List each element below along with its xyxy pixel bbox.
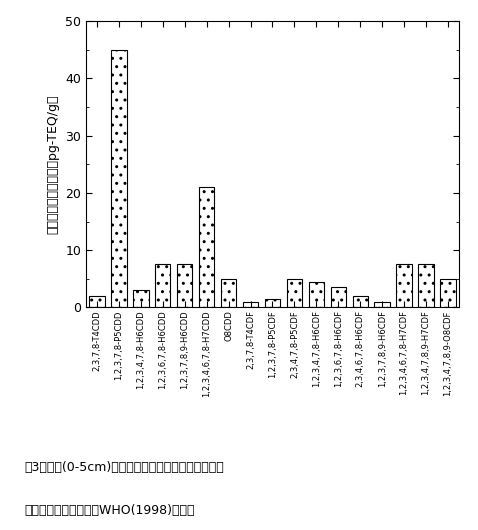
Bar bbox=[287, 279, 302, 307]
Bar bbox=[352, 296, 368, 307]
Bar bbox=[440, 279, 456, 307]
Bar bbox=[243, 302, 258, 307]
Bar bbox=[89, 296, 105, 307]
Bar bbox=[177, 264, 193, 307]
Bar bbox=[418, 264, 434, 307]
Bar bbox=[331, 287, 346, 307]
Text: ＊毒性等価係数は、WHO(1998)を使用: ＊毒性等価係数は、WHO(1998)を使用 bbox=[24, 504, 195, 517]
Y-axis label: ダイオキシン類濃度（pg-TEQ/g）: ダイオキシン類濃度（pg-TEQ/g） bbox=[47, 94, 60, 234]
Bar bbox=[309, 281, 324, 307]
Bar bbox=[396, 264, 412, 307]
Bar bbox=[133, 290, 149, 307]
Bar bbox=[199, 187, 214, 307]
Bar bbox=[155, 264, 171, 307]
Bar bbox=[111, 50, 127, 307]
Bar bbox=[374, 302, 390, 307]
Bar bbox=[221, 279, 236, 307]
Text: 図3　表層(0-5cm)のダイオキシン類の毒性当量濃度: 図3 表層(0-5cm)のダイオキシン類の毒性当量濃度 bbox=[24, 461, 224, 474]
Bar bbox=[265, 299, 280, 307]
